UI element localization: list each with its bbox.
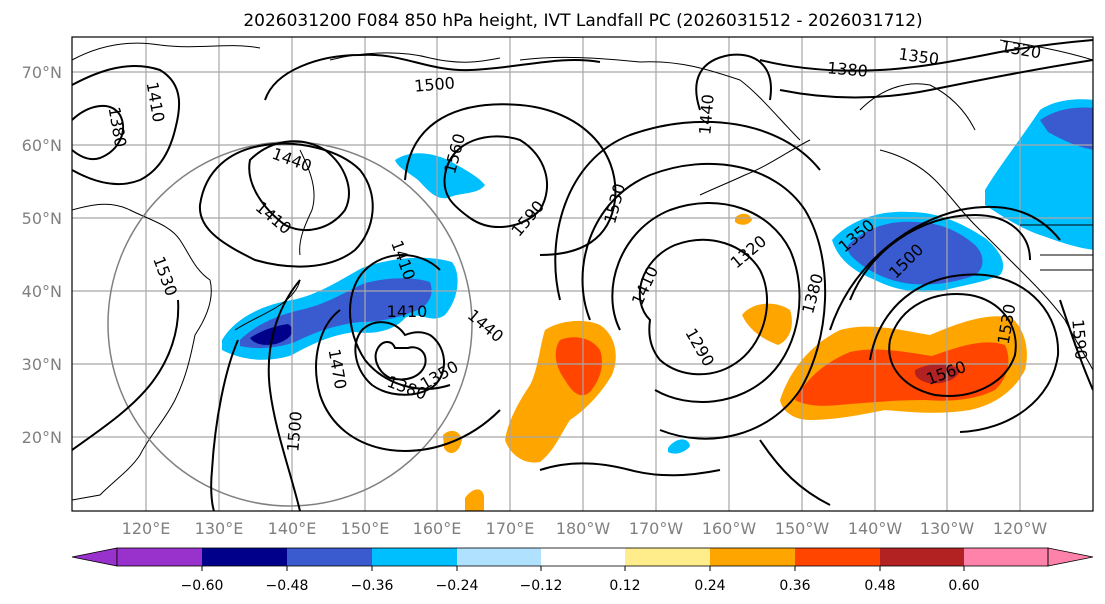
- colorbar-tick-label: 0.48: [864, 578, 895, 594]
- ivt-region-small-b: [735, 213, 752, 225]
- lon-label: 120°E: [122, 519, 171, 538]
- colorbar-tick-label: −0.12: [520, 578, 563, 594]
- ivt-region-small: [668, 439, 690, 454]
- ivt-region-subtropical-east-peak: [914, 364, 960, 384]
- lat-label: 40°N: [22, 282, 62, 301]
- lon-label: 130°E: [195, 519, 244, 538]
- colorbar-segment: [795, 548, 880, 566]
- figure-title: 2026031200 F084 850 hPa height, IVT Land…: [243, 11, 922, 31]
- height-contours: [72, 39, 1093, 511]
- colorbar-tick-label: 0.36: [779, 578, 810, 594]
- colorbar-tick-label: 0.12: [609, 578, 640, 594]
- ivt-region-midpacific-blob: [742, 303, 792, 345]
- lat-label: 30°N: [22, 355, 62, 374]
- lon-label: 160°W: [702, 519, 757, 538]
- contour-label: 1440: [695, 93, 717, 135]
- ivt-region-canada-core: [1040, 107, 1093, 150]
- lon-label: 130°W: [920, 519, 975, 538]
- colorbar-under-arrow: [71, 547, 118, 567]
- map-frame: [71, 36, 1094, 512]
- lon-label: 150°E: [341, 519, 390, 538]
- colorbar-segment: [457, 548, 541, 566]
- colorbar-segment: [710, 548, 795, 566]
- longitude-labels: 120°E 130°E 140°E 150°E 160°E 170°E 180°…: [122, 519, 1048, 538]
- colorbar-tick-label: −0.36: [351, 578, 394, 594]
- ivt-region-west-pacific-peak: [250, 324, 293, 345]
- contour-label: 1500: [283, 410, 305, 452]
- colorbar-segment: [880, 548, 964, 566]
- contour-label: 1380: [826, 58, 868, 80]
- contour-label: 1500: [413, 73, 455, 95]
- lat-label: 20°N: [22, 428, 62, 447]
- gridlines: [72, 37, 1093, 511]
- lat-label: 60°N: [22, 136, 62, 155]
- colorbar-tick-label: −0.24: [436, 578, 479, 594]
- contour-label: 1590: [1068, 318, 1090, 360]
- colorbar-segment: [287, 548, 372, 566]
- lon-label: 170°E: [486, 519, 535, 538]
- colorbar-tick-label: −0.60: [181, 578, 224, 594]
- coastlines: [72, 39, 1093, 501]
- colorbar: −0.60 −0.48 −0.36 −0.24 −0.12 0.12 0.24 …: [71, 547, 1094, 594]
- colorbar-segment: [541, 548, 625, 566]
- lat-label: 50°N: [22, 209, 62, 228]
- ivt-region-gulf-alaska-core: [847, 221, 983, 285]
- lon-label: 140°E: [268, 519, 317, 538]
- colorbar-frame: [116, 547, 1049, 567]
- colorbar-segment: [117, 548, 202, 566]
- lon-label: 160°E: [413, 519, 462, 538]
- ivt-shading-positive: [443, 213, 1027, 511]
- ivt-region-central-pacific-core: [555, 337, 602, 396]
- colorbar-tick-label: 0.60: [948, 578, 979, 594]
- colorbar-segment: [625, 548, 710, 566]
- ivt-region-okhotsk: [395, 153, 485, 199]
- colorbar-tick-label: 0.24: [694, 578, 725, 594]
- colorbar-segment: [964, 548, 1048, 566]
- lon-label: 140°W: [848, 519, 903, 538]
- colorbar-over-arrow: [1047, 547, 1094, 567]
- ivt-region-small-c: [465, 489, 484, 511]
- colorbar-tick-label: −0.48: [266, 578, 309, 594]
- latitude-labels: 70°N 60°N 50°N 40°N 30°N 20°N: [22, 63, 62, 447]
- lon-label: 120°W: [993, 519, 1048, 538]
- contour-label: 1410: [387, 302, 428, 321]
- ivt-region-subtropical-east-core: [795, 342, 1009, 406]
- lon-label: 180°W: [556, 519, 611, 538]
- colorbar-segment: [372, 548, 457, 566]
- lon-label: 150°W: [775, 519, 830, 538]
- lat-label: 70°N: [22, 63, 62, 82]
- colorbar-segment: [202, 548, 287, 566]
- lon-label: 170°W: [629, 519, 684, 538]
